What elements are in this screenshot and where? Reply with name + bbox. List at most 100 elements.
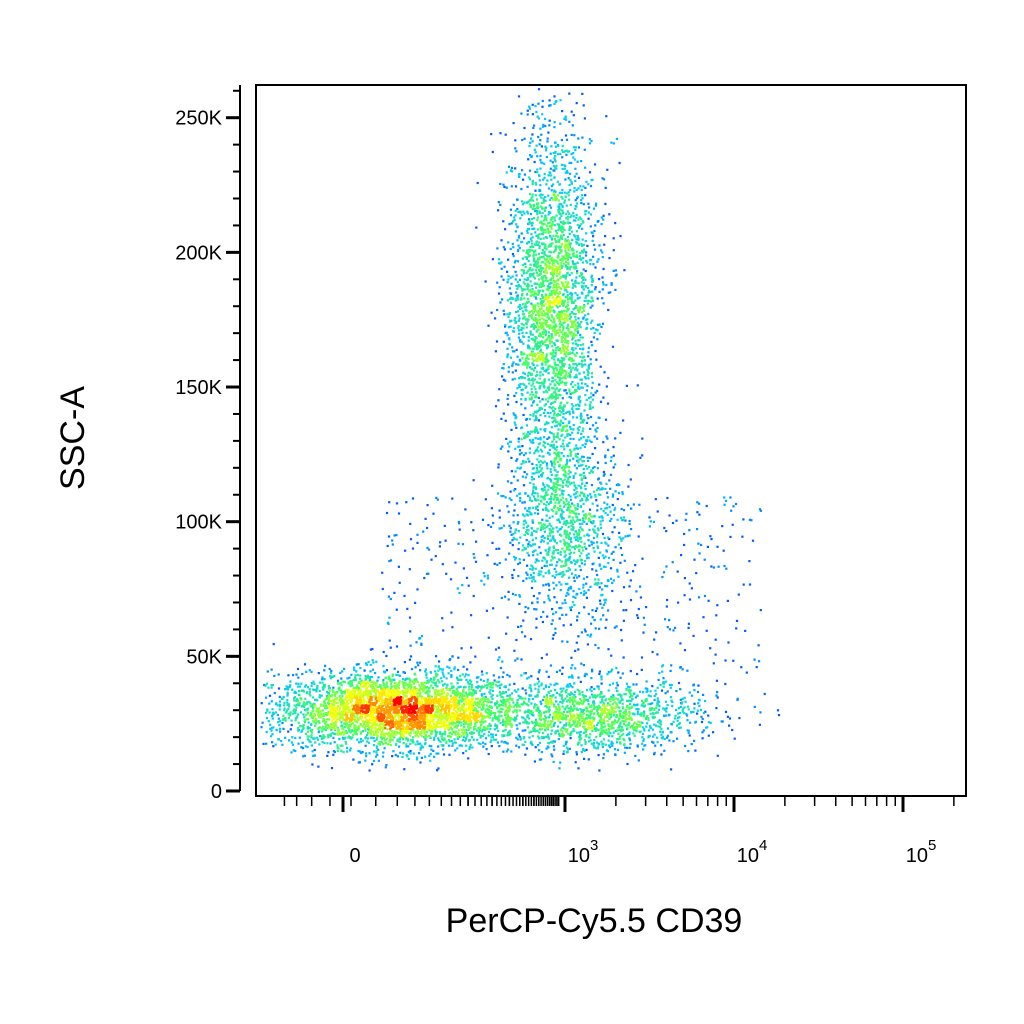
event-dot bbox=[530, 702, 533, 705]
event-dot bbox=[601, 746, 604, 749]
event-dot bbox=[277, 673, 280, 676]
event-dot bbox=[541, 294, 544, 297]
event-dot bbox=[519, 695, 522, 698]
event-dot bbox=[596, 260, 599, 263]
event-dot bbox=[544, 430, 547, 433]
event-dot bbox=[569, 370, 572, 373]
event-dot bbox=[623, 693, 626, 696]
event-dot bbox=[507, 510, 510, 513]
event-dot bbox=[569, 366, 572, 369]
event-dot bbox=[534, 450, 537, 453]
event-dot bbox=[548, 522, 551, 525]
event-dot bbox=[602, 474, 605, 477]
event-dot bbox=[565, 171, 568, 174]
event-dot bbox=[438, 667, 442, 671]
event-dot bbox=[526, 185, 529, 188]
event-dot bbox=[291, 743, 295, 746]
event-dot bbox=[538, 442, 542, 445]
event-dot bbox=[528, 379, 531, 382]
event-dot bbox=[630, 699, 633, 703]
event-dot bbox=[526, 242, 529, 245]
event-dot bbox=[406, 755, 409, 758]
event-dot bbox=[272, 711, 275, 714]
event-dot bbox=[555, 435, 558, 439]
event-dot bbox=[566, 710, 569, 714]
event-dot bbox=[563, 167, 566, 170]
event-dot bbox=[451, 655, 454, 658]
event-dot bbox=[511, 574, 514, 577]
event-dot bbox=[551, 345, 554, 348]
event-dot bbox=[533, 683, 536, 686]
event-dot bbox=[564, 276, 567, 279]
event-dot bbox=[604, 555, 607, 558]
event-dot bbox=[535, 271, 538, 274]
event-dot bbox=[504, 419, 507, 422]
event-dot bbox=[622, 519, 625, 522]
event-dot bbox=[578, 494, 581, 497]
event-dot bbox=[607, 376, 610, 380]
event-dot bbox=[568, 552, 571, 555]
event-dot bbox=[340, 749, 343, 752]
event-dot bbox=[610, 283, 613, 286]
event-dot bbox=[633, 729, 636, 732]
event-dot bbox=[535, 240, 538, 243]
event-dot bbox=[522, 269, 525, 272]
event-dot bbox=[503, 313, 506, 316]
event-dot bbox=[436, 685, 439, 688]
event-dot bbox=[544, 428, 547, 431]
event-dot bbox=[521, 264, 524, 267]
event-dot bbox=[494, 350, 497, 353]
event-dot bbox=[604, 584, 607, 587]
event-dot bbox=[651, 712, 655, 715]
event-dot bbox=[577, 648, 580, 651]
event-dot bbox=[483, 692, 486, 695]
event-dot bbox=[582, 316, 585, 319]
event-dot bbox=[585, 498, 588, 501]
event-dot bbox=[577, 539, 580, 542]
event-dot bbox=[554, 229, 558, 232]
event-dot bbox=[547, 372, 550, 375]
event-dot bbox=[489, 713, 492, 717]
event-dot bbox=[582, 468, 585, 471]
event-dot bbox=[601, 276, 604, 279]
event-dot bbox=[517, 236, 521, 239]
event-dot bbox=[759, 711, 762, 714]
event-dot bbox=[547, 174, 550, 177]
event-dot bbox=[571, 730, 574, 733]
event-dot bbox=[568, 183, 571, 187]
event-dot bbox=[541, 233, 544, 236]
event-dot bbox=[705, 726, 708, 729]
event-dot bbox=[305, 702, 309, 705]
event-dot bbox=[571, 601, 575, 604]
event-dot bbox=[466, 668, 469, 671]
event-dot bbox=[569, 256, 573, 259]
event-dot bbox=[580, 487, 583, 490]
event-dot bbox=[516, 479, 519, 482]
event-dot bbox=[552, 433, 555, 436]
event-dot bbox=[590, 496, 593, 499]
event-dot bbox=[533, 366, 537, 369]
event-dot bbox=[592, 744, 595, 747]
event-dot bbox=[591, 319, 594, 322]
event-dot bbox=[601, 297, 604, 300]
event-dot bbox=[583, 250, 586, 253]
event-dot bbox=[509, 527, 512, 530]
event-dot bbox=[612, 694, 615, 697]
event-dot bbox=[533, 730, 536, 733]
event-dot bbox=[526, 212, 529, 215]
event-dot bbox=[550, 539, 553, 542]
event-dot bbox=[554, 160, 557, 163]
event-dot bbox=[662, 685, 665, 688]
event-dot bbox=[588, 465, 591, 469]
event-dot bbox=[606, 513, 609, 516]
event-dot bbox=[582, 257, 585, 260]
event-dot bbox=[622, 509, 626, 512]
event-dot bbox=[544, 403, 547, 406]
event-dot bbox=[586, 557, 589, 560]
event-dot bbox=[543, 369, 546, 372]
event-dot bbox=[558, 226, 561, 229]
event-dot bbox=[607, 702, 610, 705]
event-dot bbox=[564, 436, 567, 439]
event-dot bbox=[493, 562, 496, 565]
event-dot bbox=[626, 699, 629, 702]
